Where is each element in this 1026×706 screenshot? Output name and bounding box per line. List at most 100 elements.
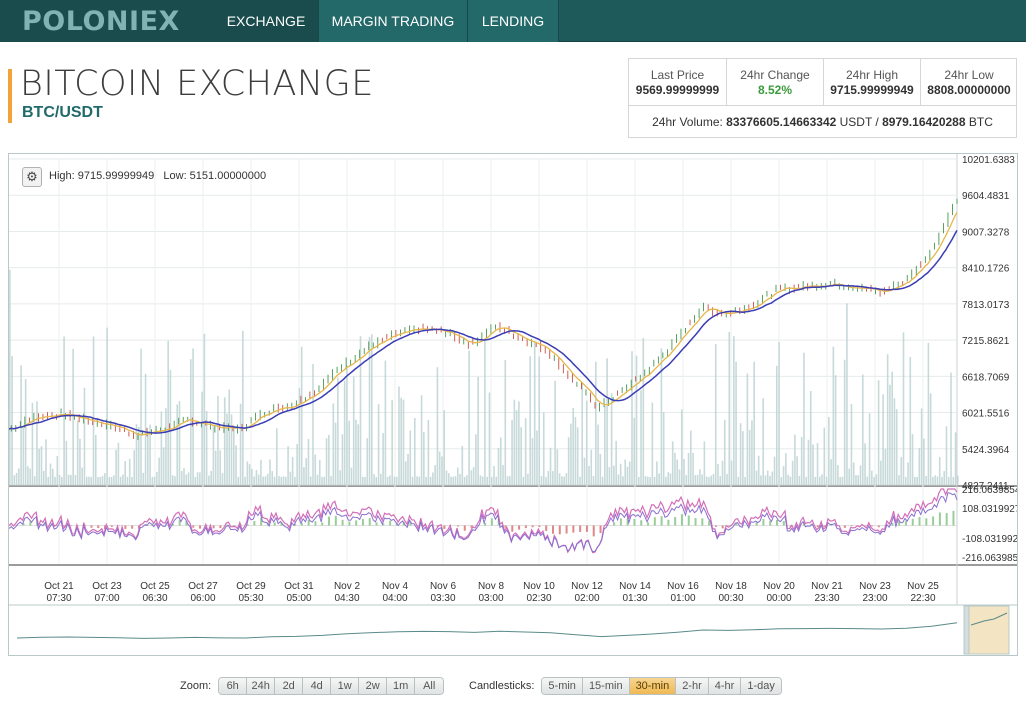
volume-bar: [723, 419, 726, 485]
volume-bar: [692, 452, 694, 485]
page-title: BITCOIN EXCHANGE: [20, 64, 374, 104]
volume-bar: [671, 441, 674, 485]
volume-bar: [656, 461, 658, 485]
volume-bar: [255, 469, 258, 485]
volume-bar: [843, 359, 846, 485]
candle-4-hr-button[interactable]: 4-hr: [708, 678, 742, 694]
oscillator-histogram-bar: [456, 525, 459, 527]
zoom-1w-button[interactable]: 1w: [331, 678, 360, 694]
volume-bar: [341, 434, 344, 485]
volume-bar: [916, 476, 918, 485]
volume-bar: [332, 403, 335, 485]
volume-bar: [63, 336, 65, 485]
volume-bar: [585, 400, 588, 485]
volume-bar: [316, 474, 319, 485]
volume-bar: [735, 361, 737, 485]
volume-bar: [167, 340, 169, 485]
volume-bar: [477, 376, 479, 485]
zoom-24h-button[interactable]: 24h: [247, 678, 276, 694]
candle-2-hr-button[interactable]: 2-hr: [676, 678, 709, 694]
volume-bar: [497, 447, 500, 485]
gear-icon[interactable]: ⚙: [22, 167, 42, 187]
oscillator-histogram-bar: [463, 525, 466, 531]
volume-bar: [506, 476, 509, 485]
date-tick-label: Nov 10: [523, 581, 555, 592]
volume-bar: [875, 474, 878, 485]
volume-bar: [631, 351, 633, 485]
volume-bar: [65, 440, 68, 485]
chart-low-label: Low: 5151.00000000: [163, 170, 267, 182]
oscillator-histogram-bar: [178, 520, 181, 526]
volume-bar: [918, 448, 921, 485]
price-chart[interactable]: 10201.6383 9604.4831 9007.3278 8410.1726 781…: [8, 153, 1018, 656]
candle-1-day-button[interactable]: 1-day: [741, 678, 781, 694]
volume-bar: [386, 476, 389, 485]
volume-bar: [683, 459, 685, 485]
tab-exchange[interactable]: EXCHANGE: [214, 0, 319, 42]
tab-margin-trading[interactable]: MARGIN TRADING: [319, 0, 468, 42]
volume-bar: [486, 476, 488, 485]
volume-bar: [266, 473, 269, 485]
volume-bar: [178, 401, 181, 485]
volume-bar: [74, 474, 77, 485]
zoom-all-button[interactable]: All: [415, 678, 444, 694]
zoom-6h-button[interactable]: 6h: [219, 678, 248, 694]
volume-bar: [393, 476, 396, 485]
volume-bar: [454, 476, 457, 485]
volume-bar: [201, 391, 203, 485]
chart-canvas[interactable]: 10201.6383 9604.4831 9007.3278 8410.1726 781…: [9, 154, 1017, 655]
volume-bar: [714, 344, 717, 485]
volume-bar: [812, 444, 814, 485]
oscillator-histogram-bar: [694, 518, 697, 526]
volume-bar: [678, 469, 681, 485]
volume-bar: [805, 476, 808, 485]
oscillator-histogram-bar: [782, 520, 785, 526]
date-tick-label: Nov 25: [907, 581, 939, 592]
oscillator-histogram-bar: [368, 518, 371, 526]
volume-bar: [142, 472, 145, 485]
volume-bar: [434, 465, 436, 485]
poloniex-logo[interactable]: POLONIEX: [0, 0, 214, 42]
volume-bar: [807, 439, 810, 485]
zoom-1m-button[interactable]: 1m: [387, 678, 416, 694]
volume-bar: [144, 373, 147, 485]
oscillator-histogram-bar: [708, 520, 711, 526]
volume-bar: [126, 476, 129, 485]
volume-bar: [628, 461, 631, 485]
price-tick-label: 10201.6383: [962, 155, 1015, 166]
tab-lending[interactable]: LENDING: [468, 0, 559, 42]
zoom-4d-button[interactable]: 4d: [303, 678, 332, 694]
volume-bar: [554, 380, 556, 485]
oscillator-histogram-bar: [470, 525, 473, 528]
volume-bar: [384, 360, 387, 485]
volume-bar: [271, 471, 274, 485]
candle-30-min-button[interactable]: 30-min: [629, 678, 677, 694]
oscillator-histogram-bar: [932, 516, 935, 526]
volume-bar: [898, 475, 900, 485]
volume-bar: [936, 476, 939, 485]
zoom-2w-button[interactable]: 2w: [359, 678, 388, 694]
volume-bar: [490, 476, 493, 485]
volume-bar: [420, 395, 423, 485]
zoom-2d-button[interactable]: 2d: [275, 678, 304, 694]
volume-bar: [791, 460, 794, 485]
oscillator-histogram-bar: [90, 525, 93, 528]
volume-bar: [273, 476, 276, 485]
oscillator-histogram-bar: [613, 522, 616, 526]
zoom-label: Zoom:: [180, 680, 212, 692]
volume-bar: [230, 414, 233, 485]
volume-bar: [610, 393, 613, 485]
volume-bar: [411, 476, 414, 485]
volume-bar: [400, 397, 403, 485]
volume-bar: [773, 456, 776, 485]
candle-5-min-button[interactable]: 5-min: [542, 678, 583, 694]
volume-bar: [18, 468, 20, 485]
volume-bar: [855, 475, 857, 485]
volume-bar: [466, 475, 468, 485]
oscillator-histogram-bar: [104, 525, 107, 529]
candle-15-min-button[interactable]: 15-min: [582, 678, 630, 694]
volume-bar: [848, 468, 850, 485]
price-tick-label: 4827.2411: [962, 481, 1009, 492]
volume-bar: [785, 453, 787, 485]
volume-bar: [160, 411, 163, 485]
